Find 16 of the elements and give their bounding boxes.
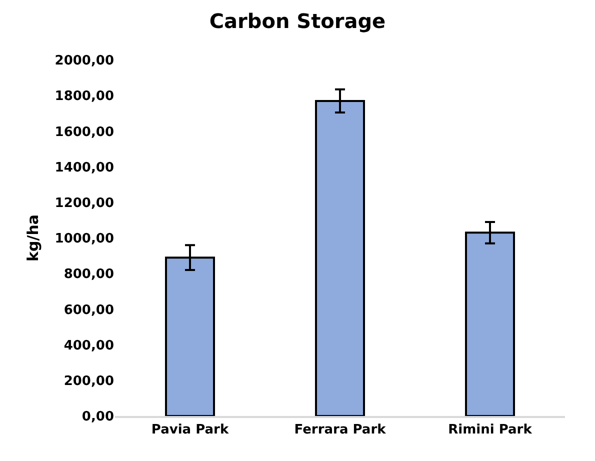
y-tick-label: 600,00 <box>64 302 114 318</box>
x-tick-label: Rimini Park <box>448 422 532 438</box>
y-tick-label: 1400,00 <box>54 160 114 176</box>
y-tick-label: 800,00 <box>64 267 114 282</box>
x-tick-label: Ferrara Park <box>294 422 386 438</box>
y-axis-title: kg/ha <box>24 214 42 262</box>
y-tick-label: 1000,00 <box>54 232 114 247</box>
y-tick-label: 1800,00 <box>54 89 114 104</box>
y-tick-label: 200,00 <box>64 374 114 389</box>
y-tick-label: 2000,00 <box>54 54 114 69</box>
x-tick-label: Pavia Park <box>151 422 229 438</box>
chart-title: Carbon Storage <box>209 8 386 33</box>
y-tick-label: 0,00 <box>82 410 114 425</box>
y-tick-label: 1600,00 <box>54 124 114 140</box>
y-tick-label: 400,00 <box>64 338 114 354</box>
y-tick-label: 1200,00 <box>54 196 114 211</box>
